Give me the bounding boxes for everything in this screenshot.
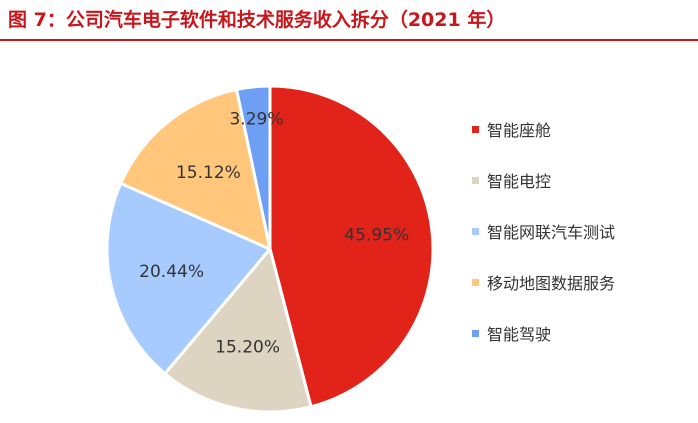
- legend-label: 智能电控: [487, 172, 552, 191]
- legend-label: 智能驾驶: [487, 325, 552, 344]
- pie-label-control: 15.20%: [215, 338, 280, 358]
- chart-legend: 智能座舱 智能电控 智能网联汽车测试 移动地图数据服务 智能驾驶: [472, 116, 615, 371]
- title-underline: [0, 39, 698, 41]
- chart-title: 图 7：公司汽车电子软件和技术服务收入拆分（2021 年）: [8, 9, 506, 31]
- pie-label-connected-test: 20.44%: [139, 262, 204, 282]
- legend-swatch: [472, 278, 479, 286]
- legend-item-connected-test: 智能网联汽车测试: [472, 218, 615, 244]
- pie-slice-connected-test: [105, 181, 272, 376]
- legend-item-control: 智能电控: [472, 167, 615, 193]
- legend-label: 移动地图数据服务: [487, 274, 616, 293]
- legend-item-map-data: 移动地图数据服务: [472, 269, 615, 295]
- legend-swatch: [472, 329, 479, 337]
- pie-label-cockpit: 45.95%: [344, 225, 409, 245]
- legend-item-cockpit: 智能座舱: [472, 116, 615, 142]
- legend-label: 智能座舱: [487, 121, 552, 140]
- legend-swatch: [472, 176, 479, 184]
- pie-slice-map-data: [119, 87, 272, 251]
- legend-swatch: [472, 125, 479, 133]
- pie-label-map-data: 15.12%: [176, 163, 241, 183]
- pie-label-driving: 3.29%: [229, 109, 283, 129]
- legend-swatch: [472, 227, 479, 235]
- pie-slice-driving: [235, 84, 272, 251]
- legend-label: 智能网联汽车测试: [487, 223, 616, 242]
- pie-slice-cockpit: [268, 84, 435, 409]
- pie-slice-control: [163, 247, 313, 414]
- legend-item-driving: 智能驾驶: [472, 320, 615, 346]
